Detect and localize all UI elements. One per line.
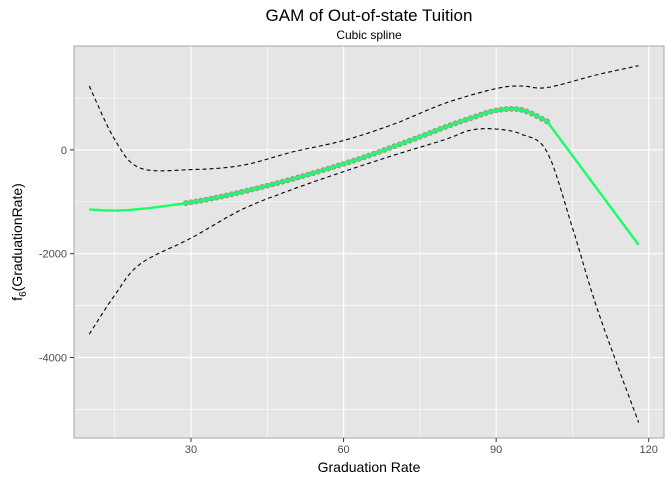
confidence-band xyxy=(88,65,640,423)
minor-gridlines xyxy=(74,46,664,438)
fitted-spline xyxy=(89,107,640,246)
plot-panel xyxy=(74,46,664,438)
chart-title: GAM of Out-of-state Tuition xyxy=(266,6,473,25)
x-tick-label: 30 xyxy=(185,444,197,456)
y-axis-ticks: 0 -2000 -4000 xyxy=(39,145,74,365)
y-tick-label: -4000 xyxy=(39,353,67,365)
lower-band-line xyxy=(88,128,640,423)
x-tick-label: 90 xyxy=(490,444,502,456)
y-axis-title-rest: (GraduationRate) xyxy=(9,183,25,291)
panel-border xyxy=(73,45,665,439)
y-tick-label: -2000 xyxy=(39,249,67,261)
x-axis-title: Graduation Rate xyxy=(318,459,421,475)
y-axis-title-subscript: 6 xyxy=(18,291,29,297)
y-axis-title-main: f xyxy=(9,297,25,301)
x-tick-label: 120 xyxy=(640,444,658,456)
x-axis-ticks: 30 60 90 120 xyxy=(185,438,658,456)
y-axis-title: f6(GraduationRate) xyxy=(9,183,29,301)
fit-line xyxy=(89,107,640,246)
chart-subtitle: Cubic spline xyxy=(336,28,402,42)
x-tick-label: 60 xyxy=(337,444,349,456)
y-tick-label: 0 xyxy=(61,145,67,157)
upper-band-line xyxy=(88,65,639,172)
